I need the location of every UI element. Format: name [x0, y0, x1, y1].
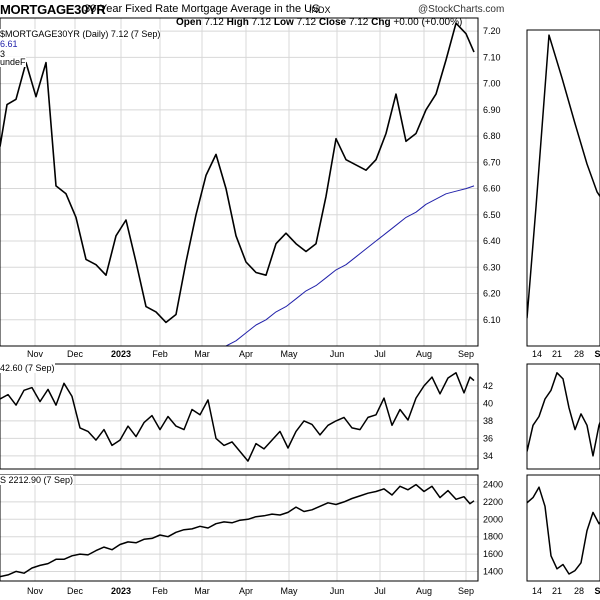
- high-value: 7.12: [251, 17, 272, 28]
- right-bot-line: [527, 486, 600, 575]
- low2-xtick-label: Jun: [330, 586, 345, 596]
- ma-legend: 6.61: [0, 39, 18, 49]
- low2-xtick-label: Feb: [152, 586, 168, 596]
- ma-legend-value: 6.61: [0, 39, 18, 49]
- right-top-xtick-label: 28: [574, 349, 584, 359]
- right-bot-xtick-label: 28: [574, 586, 584, 596]
- right-bot-xtick-label: Se: [594, 586, 600, 596]
- low-label: Low: [273, 17, 294, 28]
- low1-ytick-label: 40: [483, 398, 493, 408]
- symbol-title: MORTGAGE30YR: [0, 2, 106, 17]
- panel-frame-0: [0, 17, 479, 347]
- panel-frame-5: [526, 474, 600, 582]
- main-legend: $MORTGAGE30YR (Daily) 7.12 (7 Sep): [0, 29, 161, 39]
- panel2-legend: 42.60 (7 Sep): [0, 363, 55, 373]
- right-top-xtick-label: 14: [532, 349, 542, 359]
- main-xtick-label: Apr: [239, 349, 253, 359]
- main-ytick-label: 6.20: [483, 289, 501, 299]
- main-ytick-label: 7.10: [483, 52, 501, 62]
- main-ytick-label: 6.80: [483, 131, 501, 141]
- low2-ytick-label: 2400: [483, 480, 503, 490]
- low2-xtick-label: Nov: [27, 586, 44, 596]
- main-xtick-label: Jun: [330, 349, 345, 359]
- close-label: Close: [318, 17, 347, 28]
- low1-ytick-label: 38: [483, 416, 493, 426]
- low1-ytick-label: 42: [483, 381, 493, 391]
- low2-xtick-label: May: [280, 586, 298, 596]
- main-xtick-label: Dec: [67, 349, 84, 359]
- low2-ytick-label: 1800: [483, 532, 503, 542]
- panel3-legend: S 2212.90 (7 Sep): [0, 475, 74, 485]
- low2-xtick-label: 2023: [111, 586, 131, 596]
- panel-frame-1: [0, 363, 479, 470]
- right-top-line: [527, 34, 600, 319]
- close-value: 7.12: [348, 17, 369, 28]
- low-value: 7.12: [296, 17, 317, 28]
- legend-line-4: undeF: [0, 57, 26, 67]
- main-xtick-label: Sep: [458, 349, 474, 359]
- right-mid-line: [527, 372, 600, 457]
- legend-line-3: 3: [0, 49, 6, 59]
- right-top-xtick-label: Se: [594, 349, 600, 359]
- main-ytick-label: 6.10: [483, 315, 501, 325]
- panel-frame-4: [526, 363, 600, 470]
- panel-frame-2: [0, 474, 479, 582]
- low2-ytick-label: 2200: [483, 497, 503, 507]
- low1-ytick-label: 36: [483, 433, 493, 443]
- main-ytick-label: 7.00: [483, 79, 501, 89]
- main-xtick-label: Nov: [27, 349, 44, 359]
- open-value: 7.12: [204, 17, 224, 28]
- low2-xtick-label: Aug: [416, 586, 432, 596]
- right-bot-xtick-label: 14: [532, 586, 542, 596]
- low2-xtick-label: Dec: [67, 586, 84, 596]
- main-xtick-label: May: [280, 349, 298, 359]
- brand-watermark[interactable]: @StockCharts.com: [418, 4, 505, 15]
- main-xtick-label: Aug: [416, 349, 432, 359]
- main-xtick-label: Jul: [374, 349, 386, 359]
- chart-header: MORTGAGE30YR 30-Year Fixed Rate Mortgage…: [0, 2, 600, 18]
- ohlc-stats: Open 7.12 High 7.12 Low 7.12 Close 7.12 …: [176, 17, 462, 28]
- main-xtick-label: 2023: [111, 349, 131, 359]
- low2-xtick-label: Jul: [374, 586, 386, 596]
- high-label: High: [226, 17, 249, 28]
- low2-ytick-label: 1600: [483, 549, 503, 559]
- chg-value: +0.00 (+0.00%): [393, 17, 463, 28]
- main-ytick-label: 6.90: [483, 105, 501, 115]
- panel3-line: [0, 483, 475, 578]
- price-line: [0, 22, 475, 324]
- main-ytick-label: 6.30: [483, 262, 501, 272]
- right-top-xtick-label: 21: [552, 349, 562, 359]
- panel-frame-3: [526, 29, 600, 347]
- main-ytick-label: 6.40: [483, 236, 501, 246]
- low2-xtick-label: Sep: [458, 586, 474, 596]
- main-ytick-label: 6.70: [483, 157, 501, 167]
- low2-ytick-label: 2000: [483, 514, 503, 524]
- main-ytick-label: 6.50: [483, 210, 501, 220]
- panel2-line: [0, 372, 475, 462]
- symbol-name: 30-Year Fixed Rate Mortgage Average in t…: [84, 3, 320, 15]
- low1-ytick-label: 34: [483, 451, 493, 461]
- chg-label: Chg: [371, 17, 391, 28]
- moving-average-line: [225, 185, 475, 346]
- low2-xtick-label: Apr: [239, 586, 253, 596]
- open-label: Open: [176, 17, 202, 28]
- main-ytick-label: 7.20: [483, 26, 501, 36]
- right-bot-xtick-label: 21: [552, 586, 562, 596]
- low2-ytick-label: 1400: [483, 566, 503, 576]
- main-xtick-label: Mar: [194, 349, 210, 359]
- main-ytick-label: 6.60: [483, 184, 501, 194]
- low2-xtick-label: Mar: [194, 586, 210, 596]
- main-xtick-label: Feb: [152, 349, 168, 359]
- exchange-label: INDX: [309, 5, 331, 15]
